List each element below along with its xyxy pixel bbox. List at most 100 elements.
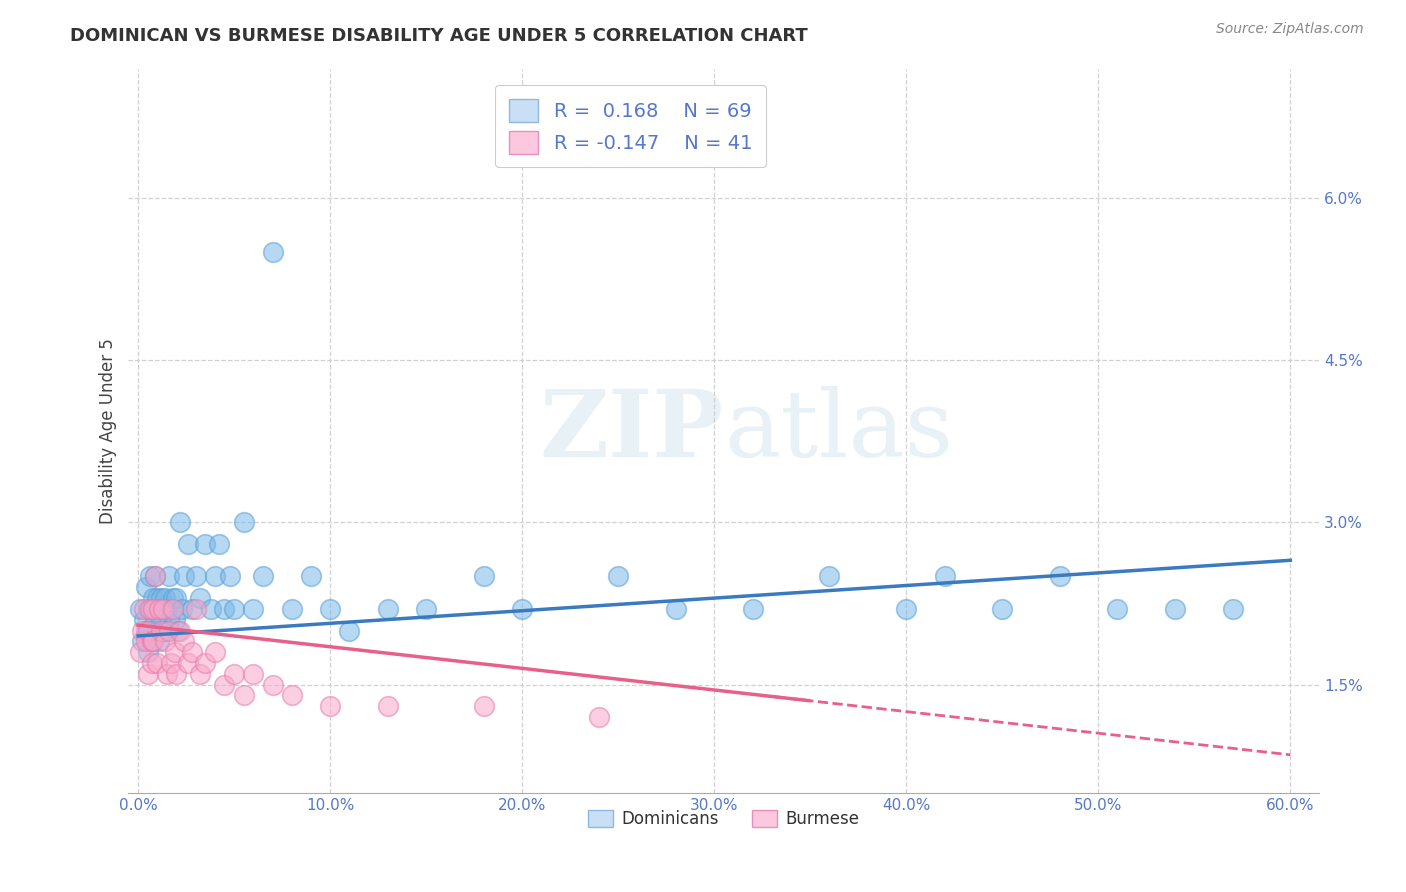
Point [169, 516, 191, 530]
Point [143, 569, 166, 583]
Point [184, 569, 207, 583]
Point [896, 602, 918, 616]
Point [200, 602, 222, 616]
Point [222, 602, 245, 616]
Point [129, 602, 152, 616]
Point [163, 613, 186, 627]
Point [162, 591, 184, 606]
Point [194, 537, 217, 551]
Point [169, 624, 191, 638]
Point [131, 634, 153, 648]
Point [146, 656, 169, 670]
Point [148, 602, 170, 616]
Point [1107, 602, 1129, 616]
Point [319, 602, 342, 616]
Point [153, 634, 176, 648]
Point [157, 569, 180, 583]
Point [262, 245, 284, 260]
Point [184, 602, 207, 616]
Text: Source: ZipAtlas.com: Source: ZipAtlas.com [1216, 22, 1364, 37]
Point [180, 602, 202, 616]
Point [208, 537, 231, 551]
Point [156, 602, 179, 616]
Point [157, 624, 180, 638]
Point [173, 634, 195, 648]
Point [141, 634, 163, 648]
Point [232, 516, 254, 530]
Text: DOMINICAN VS BURMESE DISABILITY AGE UNDER 5 CORRELATION CHART: DOMINICAN VS BURMESE DISABILITY AGE UNDE… [70, 27, 808, 45]
Y-axis label: Disability Age Under 5: Disability Age Under 5 [100, 338, 117, 524]
Point [337, 624, 360, 638]
Point [146, 591, 169, 606]
Point [142, 591, 165, 606]
Point [262, 677, 284, 691]
Point [136, 645, 159, 659]
Point [157, 613, 180, 627]
Point [136, 624, 159, 638]
Point [152, 624, 174, 638]
Point [252, 569, 274, 583]
Point [232, 689, 254, 703]
Point [152, 602, 174, 616]
Point [177, 537, 200, 551]
Point [188, 591, 211, 606]
Point [1049, 569, 1071, 583]
Point [132, 613, 155, 627]
Point [377, 699, 399, 714]
Point [153, 624, 176, 638]
Point [141, 656, 163, 670]
Point [150, 613, 173, 627]
Point [142, 602, 165, 616]
Point [135, 634, 157, 648]
Point [172, 602, 194, 616]
Point [162, 602, 184, 616]
Point [177, 656, 200, 670]
Point [153, 591, 176, 606]
Point [142, 624, 165, 638]
Point [138, 624, 160, 638]
Point [472, 699, 495, 714]
Point [214, 602, 236, 616]
Point [818, 569, 841, 583]
Point [141, 602, 163, 616]
Point [415, 602, 437, 616]
Point [510, 602, 533, 616]
Text: atlas: atlas [724, 385, 953, 475]
Point [319, 699, 342, 714]
Point [588, 710, 610, 724]
Point [143, 569, 166, 583]
Point [166, 591, 188, 606]
Point [665, 602, 688, 616]
Point [159, 602, 181, 616]
Point [180, 645, 202, 659]
Point [138, 569, 160, 583]
Point [150, 591, 173, 606]
Text: ZIP: ZIP [540, 385, 724, 475]
Point [607, 569, 630, 583]
Point [159, 656, 181, 670]
Point [132, 602, 155, 616]
Point [142, 634, 165, 648]
Point [146, 624, 169, 638]
Point [1164, 602, 1187, 616]
Point [204, 645, 226, 659]
Point [219, 569, 242, 583]
Point [136, 602, 159, 616]
Point [163, 645, 186, 659]
Point [934, 569, 956, 583]
Point [280, 602, 302, 616]
Point [148, 602, 170, 616]
Point [138, 602, 160, 616]
Point [741, 602, 763, 616]
Point [148, 634, 170, 648]
Point [242, 666, 264, 681]
Point [135, 624, 157, 638]
Point [222, 666, 245, 681]
Point [1222, 602, 1244, 616]
Point [242, 602, 264, 616]
Legend: Dominicans, Burmese: Dominicans, Burmese [582, 804, 866, 835]
Point [166, 666, 188, 681]
Point [188, 666, 211, 681]
Point [472, 569, 495, 583]
Point [167, 624, 190, 638]
